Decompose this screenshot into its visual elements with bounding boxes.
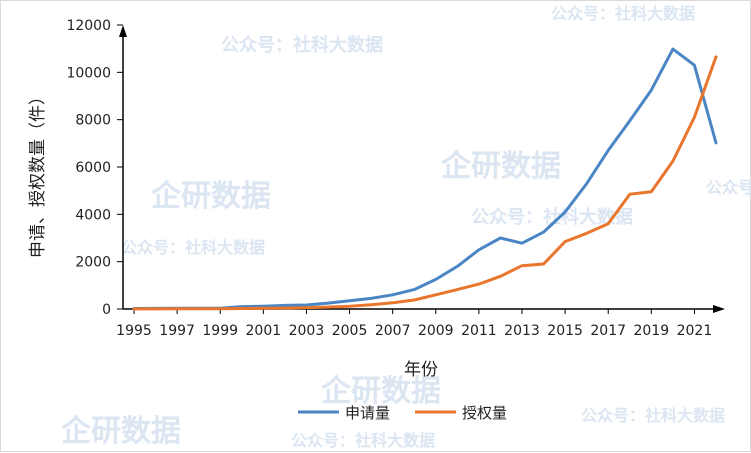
x-tick-label: 2007 xyxy=(375,323,411,339)
legend-label-grant: 授权量 xyxy=(462,404,507,422)
x-axis-arrow xyxy=(713,305,725,313)
x-axis-ticks: 1995 1997 1999 2001 2003 2005 2007 2009 2011 2013… xyxy=(116,309,712,339)
y-tick-label: 12000 xyxy=(66,18,111,34)
watermark-text: 企研数据 xyxy=(441,149,561,184)
watermark-layer: 企研数据公众号：社科大数据企研数据公众号：社科大数据公众号：社科大数据公众号：社… xyxy=(61,4,751,450)
y-tick-label: 6000 xyxy=(75,160,111,176)
watermark-text: 企研数据 xyxy=(61,414,181,449)
y-axis-ticks: 0 2000 4000 6000 8000 10000 12000 xyxy=(66,18,123,318)
x-tick-label: 1995 xyxy=(116,323,152,339)
watermark-text: 企研数据 xyxy=(151,179,271,214)
watermark-text: 公众号：社科大数据 xyxy=(551,4,695,23)
x-tick-label: 2013 xyxy=(504,323,540,339)
watermark-text: 公众号：社科大数据 xyxy=(581,406,725,425)
x-tick-label: 1997 xyxy=(159,323,195,339)
watermark-text: 公众号：社科大数据 xyxy=(471,206,633,228)
x-tick-label: 2005 xyxy=(332,323,368,339)
x-tick-label: 2021 xyxy=(677,323,713,339)
watermark-text: 公众号：社科大数据 xyxy=(121,238,265,257)
watermark-text: 公众号：社科大数据 xyxy=(291,431,435,450)
x-axis-title: 年份 xyxy=(404,360,438,380)
x-tick-label: 1999 xyxy=(202,323,238,339)
y-tick-label: 8000 xyxy=(75,113,111,129)
series-layer xyxy=(132,47,718,311)
legend: 申请量 授权量 xyxy=(298,404,507,422)
y-axis-title: 申请、授权数量（件） xyxy=(28,88,48,258)
x-tick-label: 2001 xyxy=(246,323,282,339)
y-tick-label: 0 xyxy=(102,302,111,318)
watermark-text: 公众号：社科大数据 xyxy=(706,178,751,197)
y-tick-label: 2000 xyxy=(75,255,111,271)
watermark-text: 企研数据 xyxy=(321,374,441,409)
y-tick-label: 4000 xyxy=(75,207,111,223)
x-tick-label: 2003 xyxy=(289,323,325,339)
x-tick-label: 2011 xyxy=(461,323,497,339)
watermark-text: 公众号：社科大数据 xyxy=(221,34,383,56)
y-tick-label: 10000 xyxy=(66,65,111,81)
x-tick-label: 2019 xyxy=(634,323,670,339)
legend-label-application: 申请量 xyxy=(345,404,390,422)
x-tick-label: 2009 xyxy=(418,323,454,339)
y-axis-arrow xyxy=(119,25,127,37)
series-line-grant xyxy=(132,55,718,311)
x-tick-label: 2017 xyxy=(590,323,626,339)
x-tick-label: 2015 xyxy=(547,323,583,339)
